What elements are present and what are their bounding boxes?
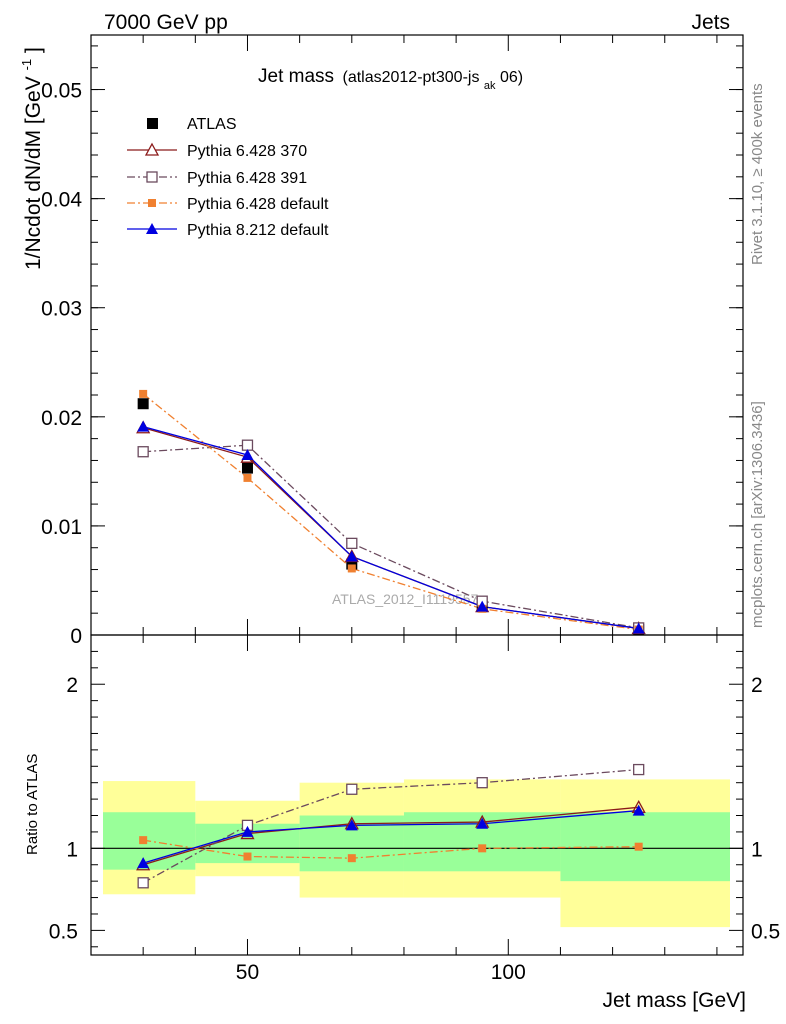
main-point-pythia-6-428-default: [243, 473, 252, 482]
chart-title: Jet mass (atlas2012-pt300-js ak 06): [258, 66, 523, 93]
watermark: ATLAS_2012_I1119557: [332, 591, 479, 607]
main-ytick-label: 0.04: [41, 189, 82, 212]
main-point-pythia-6-428-391: [241, 439, 254, 451]
main-point-pythia-8-212-default: [241, 449, 254, 460]
main-ticks: 0 0.01 0.02 0.03 0.04 0.05: [41, 35, 743, 648]
rivet-label: Rivet 3.1.10, ≥ 400k events: [749, 83, 766, 265]
legend: ATLAS Pythia 6.428 370 Pythia 6.428 391 …: [127, 116, 329, 239]
main-point-atlas: [346, 558, 358, 570]
main-ytick-label: 0: [70, 625, 82, 648]
ratio-ytick-label: 0.5: [49, 920, 78, 943]
ratio-point-pythia-6-428-default: [347, 854, 356, 863]
ratio-point-pythia-8-212-default: [241, 825, 254, 837]
ratio-point-pythia-6-428-default: [634, 842, 643, 851]
main-panel: 0 0.01 0.02 0.03 0.04 0.05 ATLAS_2012_I111955…: [13, 34, 744, 648]
ratio-ylabel: Ratio to ATLAS: [24, 754, 41, 855]
legend-label-p370: Pythia 6.428 370: [187, 143, 307, 160]
title-subscript: ak: [484, 80, 496, 92]
ylabel-main: 1/Ncdot dN/dM [GeV: [22, 76, 45, 270]
mcplots-label: mcplots.cern.ch [arXiv:1306.3436]: [749, 401, 766, 628]
main-ytick-label: 0.03: [41, 298, 82, 321]
title-tail: 06): [500, 69, 523, 86]
main-point-pythia-8-212-default: [137, 420, 150, 432]
main-point-pythia-8-212-default: [632, 622, 645, 634]
legend-entry-atlas: ATLAS: [147, 116, 237, 133]
main-point-pythia-8-212-default: [345, 550, 358, 562]
ratio-ytick-label: 2: [66, 674, 78, 697]
ratio-series-markers: [136, 763, 646, 889]
main-ytick-label: 0.02: [41, 407, 82, 430]
header-right: Jets: [691, 11, 730, 34]
legend-label-p6def: Pythia 6.428 default: [187, 196, 329, 213]
ratio-point-pythia-6-428-default: [243, 852, 252, 861]
ratio-band-green: [560, 812, 730, 882]
main-point-atlas: [241, 462, 253, 474]
xtick-label: 50: [236, 961, 259, 984]
ratio-point-pythia-6-428-391: [346, 783, 358, 795]
legend-label-p8def: Pythia 8.212 default: [187, 222, 329, 239]
ratio-point-pythia-6-428-default: [478, 844, 487, 853]
ratio-point-pythia-8-212-default: [476, 817, 489, 829]
legend-label-atlas: ATLAS: [187, 116, 237, 133]
ratio-point-pythia-6-428-391: [476, 777, 488, 789]
ratio-point-pythia-6-428-391: [137, 877, 149, 889]
main-series-markers: [136, 389, 646, 636]
main-ytick-label: 0.01: [41, 516, 82, 539]
legend-marker-p370: [144, 142, 160, 156]
legend-entry-p8def: Pythia 8.212 default: [127, 222, 329, 239]
ratio-ytick-label-right: 0.5: [751, 920, 780, 943]
main-point-pythia-6-428-391: [137, 446, 149, 458]
main-point-atlas: [137, 398, 149, 410]
ratio-point-pythia-8-212-default: [345, 819, 358, 831]
header-left: 7000 GeV pp: [104, 11, 228, 34]
legend-entry-p391: Pythia 6.428 391: [127, 170, 307, 187]
main-point-pythia-6-428-default: [347, 564, 356, 573]
legend-marker-p391: [146, 171, 158, 183]
ratio-point-pythia-8-212-default: [137, 857, 150, 869]
ylabel-tail: ]: [22, 47, 45, 53]
main-ytick-label: 0.05: [41, 80, 82, 103]
main-point-pythia-6-428-391: [346, 537, 358, 550]
ratio-panel: 0.5 0.5 1 1 2 2 50 100 Ratio to ATLAS Jet mass …: [24, 634, 780, 1012]
main-point-pythia-6-428-default: [139, 389, 148, 398]
ratio-point-pythia-8-212-default: [632, 804, 645, 816]
legend-entry-p370: Pythia 6.428 370: [127, 142, 307, 160]
legend-marker-p6def: [148, 199, 156, 207]
main-point-pythia-8-212-default: [476, 600, 489, 612]
ratio-ytick-label-right: 1: [751, 838, 763, 861]
xtick-label: 100: [491, 961, 526, 984]
title-sub: (atlas2012-pt300-js: [342, 69, 479, 86]
legend-label-p391: Pythia 6.428 391: [187, 170, 307, 187]
ratio-frame: [90, 634, 744, 956]
main-ylabel: 1/Ncdot dN/dM [GeV -1 ]: [13, 47, 45, 270]
ratio-ytick-label: 1: [66, 838, 78, 861]
legend-entry-p6def: Pythia 6.428 default: [127, 196, 329, 213]
legend-marker-atlas: [147, 118, 158, 129]
ratio-point-pythia-6-428-default: [139, 836, 148, 845]
x-axis-label: Jet mass [GeV]: [602, 989, 746, 1012]
ratio-ticks: 0.5 0.5 1 1 2 2 50 100: [49, 635, 780, 984]
ylabel-sup: -1: [19, 59, 34, 71]
legend-marker-p8def: [146, 223, 158, 234]
title-main: Jet mass: [258, 66, 334, 87]
ratio-ytick-label-right: 2: [751, 674, 763, 697]
ratio-point-pythia-6-428-391: [633, 763, 645, 776]
